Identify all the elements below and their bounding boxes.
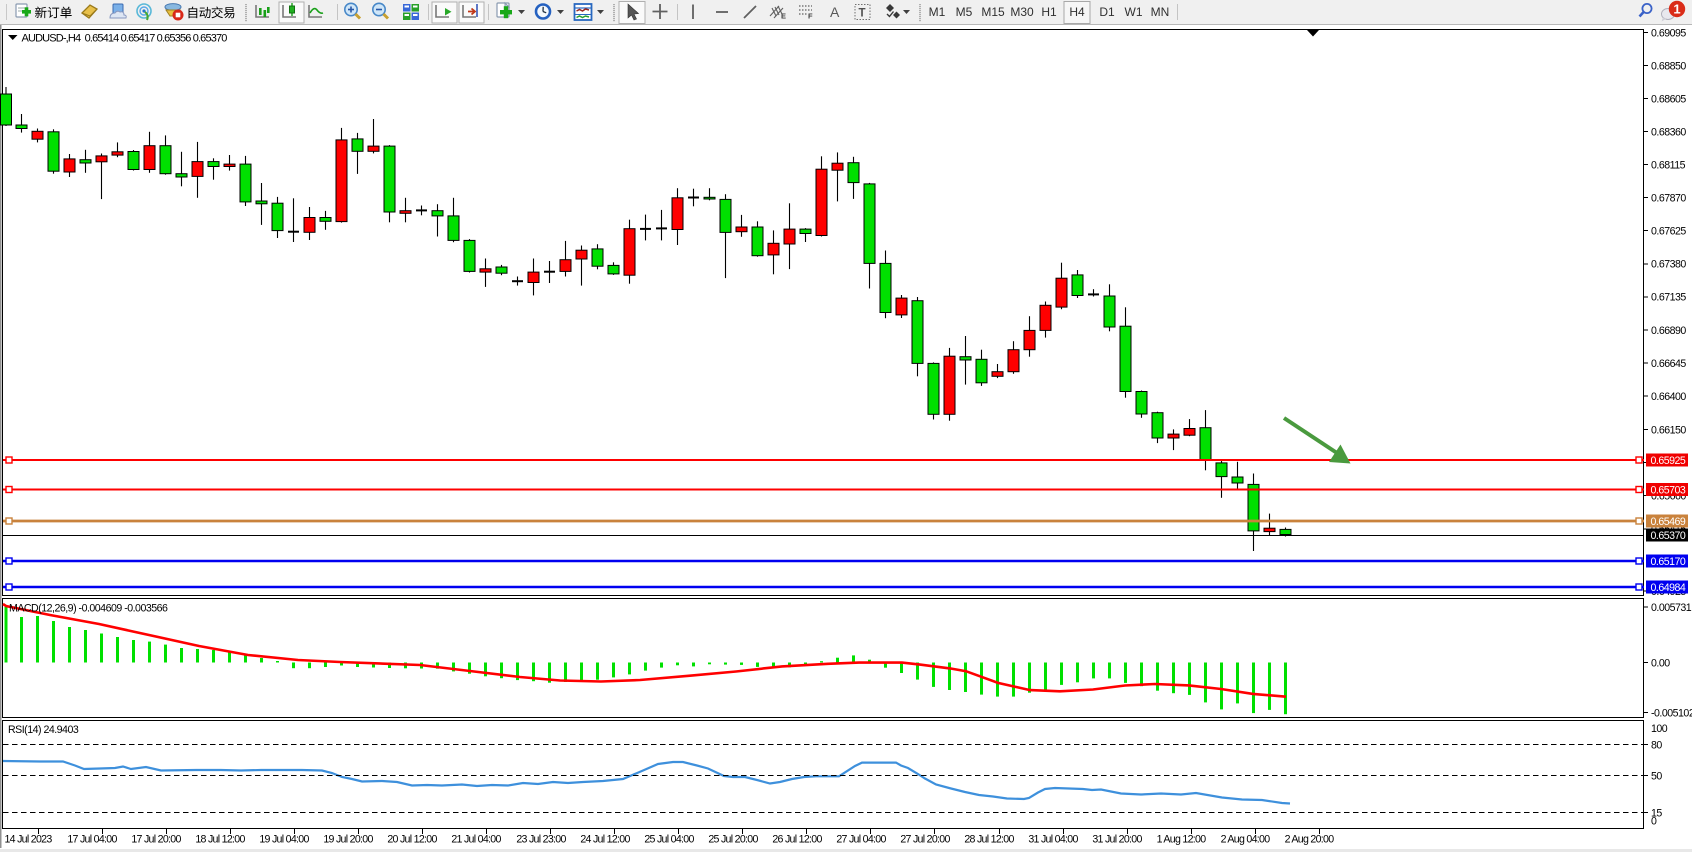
svg-text:0.67870: 0.67870 — [1651, 193, 1686, 205]
svg-text:0: 0 — [1651, 815, 1657, 827]
svg-text:23 Jul 23:00: 23 Jul 23:00 — [516, 834, 566, 846]
svg-text:19 Jul 20:00: 19 Jul 20:00 — [323, 834, 373, 846]
svg-text:M5: M5 — [956, 5, 973, 19]
svg-text:M30: M30 — [1010, 5, 1034, 19]
svg-text:0.65703: 0.65703 — [1651, 484, 1686, 496]
svg-text:0.65170: 0.65170 — [1651, 556, 1686, 568]
svg-text:D1: D1 — [1099, 5, 1115, 19]
svg-text:31 Jul 04:00: 31 Jul 04:00 — [1028, 834, 1078, 846]
svg-text:0.005731: 0.005731 — [1651, 602, 1692, 614]
svg-text:27 Jul 04:00: 27 Jul 04:00 — [836, 834, 886, 846]
svg-text:25 Jul 04:00: 25 Jul 04:00 — [644, 834, 694, 846]
svg-text:M1: M1 — [929, 5, 946, 19]
svg-text:H1: H1 — [1041, 5, 1057, 19]
svg-text:100: 100 — [1651, 723, 1668, 735]
svg-text:0.67135: 0.67135 — [1651, 292, 1686, 304]
svg-text:21 Jul 04:00: 21 Jul 04:00 — [451, 834, 501, 846]
svg-text:31 Jul 20:00: 31 Jul 20:00 — [1092, 834, 1142, 846]
svg-text:0.00: 0.00 — [1651, 657, 1670, 669]
svg-text:20 Jul 12:00: 20 Jul 12:00 — [387, 834, 437, 846]
svg-text:MACD(12,26,9) -0.004609 -0.003: MACD(12,26,9) -0.004609 -0.003566 — [9, 603, 168, 615]
svg-text:17 Jul 04:00: 17 Jul 04:00 — [67, 834, 117, 846]
svg-text:50: 50 — [1651, 771, 1662, 783]
svg-text:26 Jul 12:00: 26 Jul 12:00 — [772, 834, 822, 846]
svg-text:0.68605: 0.68605 — [1651, 94, 1686, 106]
svg-text:E: E — [781, 12, 786, 21]
svg-text:1: 1 — [1673, 2, 1680, 17]
svg-text:27 Jul 20:00: 27 Jul 20:00 — [900, 834, 950, 846]
svg-text:0.65370: 0.65370 — [1651, 530, 1686, 542]
svg-text:0.66150: 0.66150 — [1651, 425, 1686, 437]
svg-text:H4: H4 — [1069, 5, 1085, 19]
svg-text:0.66400: 0.66400 — [1651, 391, 1686, 403]
svg-text:M15: M15 — [981, 5, 1005, 19]
svg-text:18 Jul 12:00: 18 Jul 12:00 — [195, 834, 245, 846]
svg-text:17 Jul 20:00: 17 Jul 20:00 — [131, 834, 181, 846]
svg-text:-0.005102: -0.005102 — [1651, 707, 1692, 719]
svg-text:0.67380: 0.67380 — [1651, 259, 1686, 271]
svg-text:0.66890: 0.66890 — [1651, 325, 1686, 337]
svg-text:RSI(14) 24.9403: RSI(14) 24.9403 — [8, 724, 79, 736]
svg-text:0.68850: 0.68850 — [1651, 60, 1686, 72]
svg-text:W1: W1 — [1125, 5, 1143, 19]
svg-text:1 Aug 12:00: 1 Aug 12:00 — [1157, 834, 1207, 846]
svg-text:0.66645: 0.66645 — [1651, 358, 1686, 370]
svg-text:0.64984: 0.64984 — [1651, 582, 1686, 594]
svg-text:15: 15 — [1651, 807, 1662, 819]
svg-text:24 Jul 12:00: 24 Jul 12:00 — [580, 834, 630, 846]
svg-text:0.67625: 0.67625 — [1651, 226, 1686, 238]
svg-text:0.69095: 0.69095 — [1651, 27, 1686, 39]
svg-text:F: F — [808, 12, 813, 21]
svg-text:80: 80 — [1651, 740, 1662, 752]
svg-text:0.65469: 0.65469 — [1651, 516, 1686, 528]
svg-text:28 Jul 12:00: 28 Jul 12:00 — [964, 834, 1014, 846]
svg-text:AUDUSD-,H4 0.65414 0.65417 0.: AUDUSD-,H4 0.65414 0.65417 0.65356 0.653… — [22, 33, 228, 45]
svg-text:0.68115: 0.68115 — [1651, 160, 1686, 172]
svg-text:A: A — [830, 4, 840, 20]
svg-text:19 Jul 04:00: 19 Jul 04:00 — [259, 834, 309, 846]
svg-text:0.68360: 0.68360 — [1651, 127, 1686, 139]
svg-text:2 Aug 20:00: 2 Aug 20:00 — [1285, 834, 1335, 846]
svg-text:14 Jul 2023: 14 Jul 2023 — [4, 834, 52, 846]
svg-text:25 Jul 20:00: 25 Jul 20:00 — [708, 834, 758, 846]
svg-text:MN: MN — [1151, 5, 1170, 19]
svg-text:2 Aug 04:00: 2 Aug 04:00 — [1221, 834, 1271, 846]
svg-text:0.65925: 0.65925 — [1651, 455, 1686, 467]
svg-text:T: T — [859, 8, 866, 20]
